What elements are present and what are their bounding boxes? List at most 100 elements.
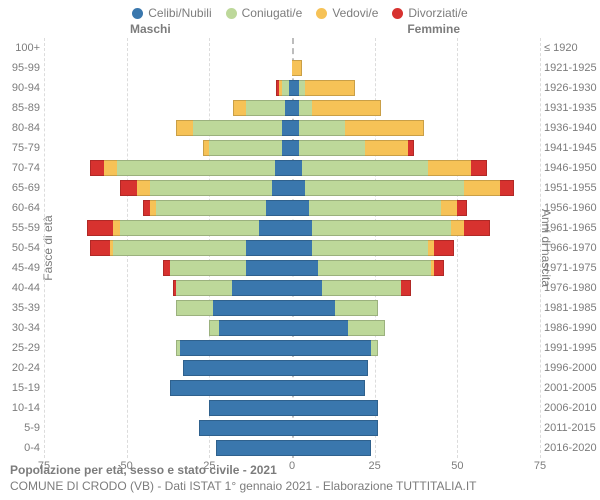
age-label: 15-19 bbox=[0, 382, 40, 394]
bar-segment bbox=[282, 80, 289, 96]
bar-segment bbox=[176, 300, 212, 316]
age-label: 10-14 bbox=[0, 402, 40, 414]
age-label: 100+ bbox=[0, 42, 40, 54]
bar-segment bbox=[292, 420, 378, 436]
bar-segment bbox=[87, 220, 113, 236]
birth-label: 1981-1985 bbox=[544, 302, 600, 314]
legend-label: Divorziati/e bbox=[408, 6, 467, 20]
bar-segment bbox=[441, 200, 458, 216]
male-bar bbox=[44, 200, 292, 216]
chart-footer: Popolazione per età, sesso e stato civil… bbox=[10, 462, 477, 494]
legend-item: Coniugati/e bbox=[226, 6, 303, 20]
bar-segment bbox=[232, 280, 292, 296]
bar-segment bbox=[246, 240, 292, 256]
birth-label: 1941-1945 bbox=[544, 142, 600, 154]
header-female: Femmine bbox=[407, 22, 460, 36]
female-bar bbox=[292, 40, 540, 56]
bar-segment bbox=[464, 180, 500, 196]
birth-label: 1921-1925 bbox=[544, 62, 600, 74]
birth-label: 1936-1940 bbox=[544, 122, 600, 134]
female-bar bbox=[292, 200, 540, 216]
age-row: 25-291991-1995 bbox=[44, 338, 540, 358]
birth-label: 1996-2000 bbox=[544, 362, 600, 374]
birth-label: 1951-1955 bbox=[544, 182, 600, 194]
male-bar bbox=[44, 380, 292, 396]
male-bar bbox=[44, 320, 292, 336]
male-bar bbox=[44, 80, 292, 96]
bar-segment bbox=[104, 160, 117, 176]
female-bar bbox=[292, 160, 540, 176]
age-row: 75-791941-1945 bbox=[44, 138, 540, 158]
bar-segment bbox=[318, 260, 430, 276]
bar-segment bbox=[305, 180, 464, 196]
age-row: 90-941926-1930 bbox=[44, 78, 540, 98]
age-row: 35-391981-1985 bbox=[44, 298, 540, 318]
age-row: 100+≤ 1920 bbox=[44, 38, 540, 58]
male-bar bbox=[44, 180, 292, 196]
bar-segment bbox=[216, 440, 292, 456]
male-bar bbox=[44, 360, 292, 376]
female-bar bbox=[292, 240, 540, 256]
bar-segment bbox=[292, 120, 299, 136]
bar-segment bbox=[120, 220, 259, 236]
female-bar bbox=[292, 80, 540, 96]
age-label: 35-39 bbox=[0, 302, 40, 314]
age-label: 45-49 bbox=[0, 262, 40, 274]
chart-subtitle: COMUNE DI CRODO (VB) - Dati ISTAT 1° gen… bbox=[10, 478, 477, 494]
bar-segment bbox=[246, 260, 292, 276]
male-bar bbox=[44, 440, 292, 456]
gender-headers: Maschi Femmine bbox=[0, 22, 600, 38]
bar-segment bbox=[348, 320, 384, 336]
birth-label: 2001-2005 bbox=[544, 382, 600, 394]
bar-segment bbox=[345, 120, 424, 136]
legend-swatch bbox=[316, 8, 327, 19]
age-label: 85-89 bbox=[0, 102, 40, 114]
age-label: 60-64 bbox=[0, 202, 40, 214]
legend-swatch bbox=[226, 8, 237, 19]
bar-segment bbox=[143, 200, 150, 216]
age-label: 50-54 bbox=[0, 242, 40, 254]
age-row: 5-92011-2015 bbox=[44, 418, 540, 438]
bar-segment bbox=[292, 240, 312, 256]
female-bar bbox=[292, 300, 540, 316]
male-bar bbox=[44, 280, 292, 296]
age-label: 0-4 bbox=[0, 442, 40, 454]
bar-segment bbox=[292, 60, 302, 76]
birth-label: 1931-1935 bbox=[544, 102, 600, 114]
bar-segment bbox=[292, 100, 299, 116]
bar-rows: 100+≤ 192095-991921-192590-941926-193085… bbox=[44, 38, 540, 458]
birth-label: 1991-1995 bbox=[544, 342, 600, 354]
bar-segment bbox=[401, 280, 411, 296]
header-male: Maschi bbox=[130, 22, 171, 36]
birth-label: 1946-1950 bbox=[544, 162, 600, 174]
female-bar bbox=[292, 100, 540, 116]
birth-label: 1961-1965 bbox=[544, 222, 600, 234]
birth-label: 1956-1960 bbox=[544, 202, 600, 214]
bar-segment bbox=[275, 160, 292, 176]
male-bar bbox=[44, 140, 292, 156]
bar-segment bbox=[371, 340, 378, 356]
legend-label: Coniugati/e bbox=[242, 6, 303, 20]
bar-segment bbox=[90, 160, 103, 176]
female-bar bbox=[292, 120, 540, 136]
age-row: 80-841936-1940 bbox=[44, 118, 540, 138]
birth-label: 1926-1930 bbox=[544, 82, 600, 94]
bar-segment bbox=[209, 320, 219, 336]
male-bar bbox=[44, 220, 292, 236]
age-label: 65-69 bbox=[0, 182, 40, 194]
male-bar bbox=[44, 420, 292, 436]
bar-segment bbox=[266, 200, 292, 216]
bar-segment bbox=[309, 200, 441, 216]
bar-segment bbox=[209, 140, 282, 156]
bar-segment bbox=[292, 360, 368, 376]
female-bar bbox=[292, 360, 540, 376]
bar-segment bbox=[292, 280, 322, 296]
bar-segment bbox=[117, 160, 276, 176]
male-bar bbox=[44, 400, 292, 416]
plot-area: Fasce di età Anni di nascita 100+≤ 19209… bbox=[44, 38, 540, 458]
bar-segment bbox=[428, 240, 435, 256]
bar-segment bbox=[150, 180, 272, 196]
bar-segment bbox=[163, 260, 170, 276]
bar-segment bbox=[170, 380, 292, 396]
bar-segment bbox=[292, 200, 309, 216]
